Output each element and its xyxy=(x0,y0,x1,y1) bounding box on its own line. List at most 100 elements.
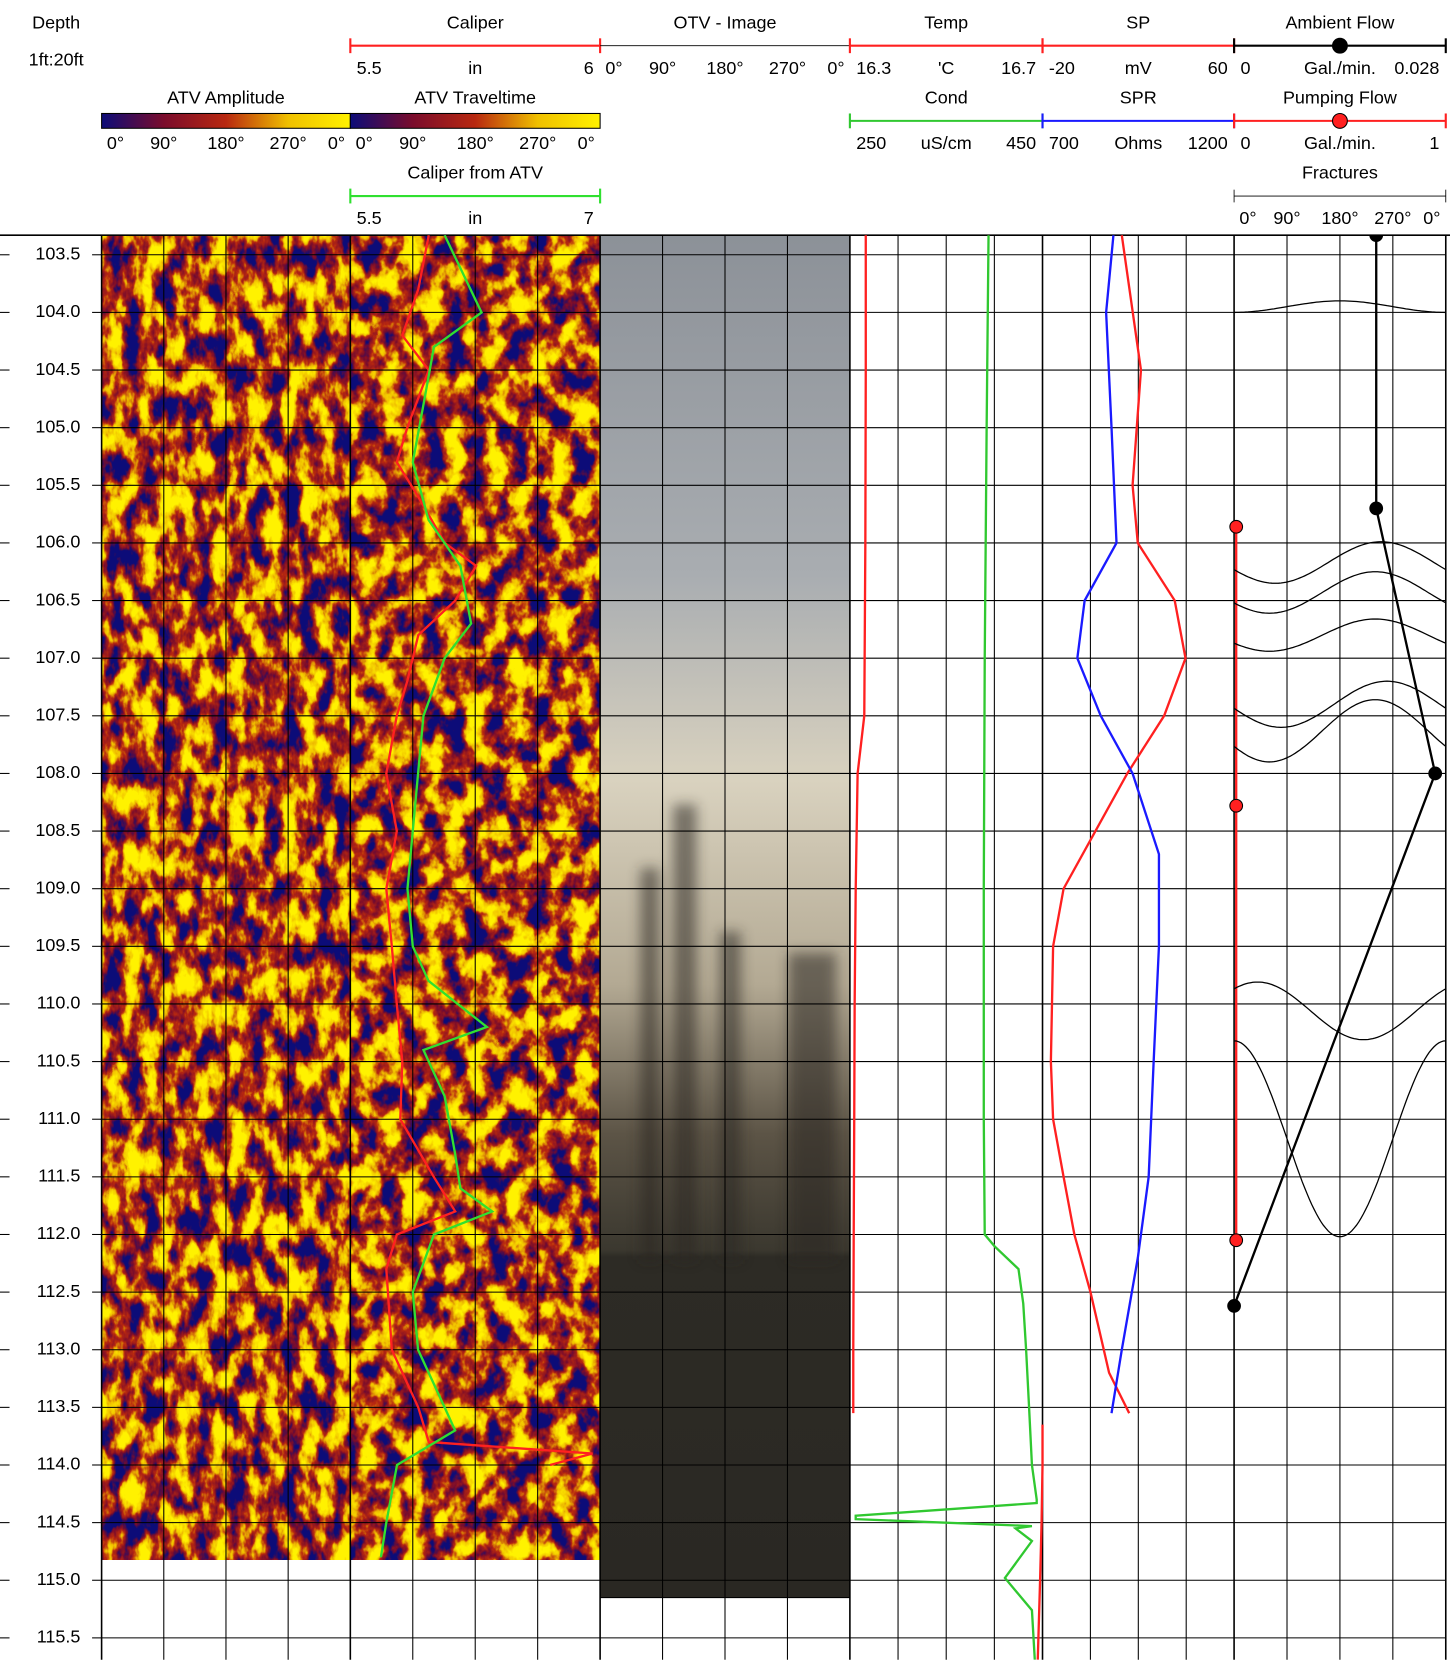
scale-unit: Gal./min. xyxy=(1304,133,1376,153)
scale-max: 60 xyxy=(1208,58,1228,78)
depth-label: 106.5 xyxy=(35,589,80,609)
fracture xyxy=(1233,571,1446,614)
curve-marker xyxy=(1229,519,1244,534)
depth-label: 106.0 xyxy=(35,532,80,552)
azimuth-label: 270° xyxy=(769,58,806,78)
depth-label: 104.0 xyxy=(35,301,80,321)
fracture xyxy=(1233,618,1446,652)
depth-label: 113.5 xyxy=(37,1396,81,1416)
scale-min: -20 xyxy=(1049,58,1075,78)
azimuth-label: 180° xyxy=(1321,208,1358,228)
depth-label: 107.0 xyxy=(35,647,80,667)
scale-min: 16.3 xyxy=(856,58,891,78)
scale-max: 1200 xyxy=(1188,133,1228,153)
fracture xyxy=(1234,1040,1446,1238)
azimuth-label: 180° xyxy=(706,58,743,78)
curve-title: Caliper from ATV xyxy=(407,163,543,183)
curve-title: Caliper xyxy=(447,12,504,32)
depth-label: 103.5 xyxy=(35,244,80,264)
header-layer: Depth1ft:20ft103.5104.0104.5105.0105.510… xyxy=(29,12,1447,1647)
depth-label: 104.5 xyxy=(35,359,80,379)
depth-label: 111.5 xyxy=(38,1166,80,1186)
curve xyxy=(1049,235,1187,1414)
scale-unit: in xyxy=(468,58,482,78)
scale-unit: Ohms xyxy=(1114,133,1162,153)
fracture xyxy=(1233,699,1446,763)
azimuth-label: 0° xyxy=(578,133,595,153)
depth-label: 108.0 xyxy=(35,762,80,782)
legend-marker xyxy=(1331,37,1348,54)
colorbar xyxy=(101,112,351,129)
azimuth-label: 0° xyxy=(1239,208,1256,228)
depth-label: 105.0 xyxy=(35,416,80,436)
scale-unit: Gal./min. xyxy=(1304,58,1376,78)
scale-min: 700 xyxy=(1049,133,1079,153)
scale-min: 5.5 xyxy=(357,208,382,228)
curve xyxy=(385,235,593,1467)
curve xyxy=(379,235,495,1558)
fracture xyxy=(1234,300,1446,314)
scale-max: 7 xyxy=(584,208,594,228)
azimuth-label: 270° xyxy=(1374,208,1411,228)
curve-title: SP xyxy=(1126,12,1150,32)
depth-label: 110.0 xyxy=(37,993,81,1013)
azimuth-label: 90° xyxy=(399,133,426,153)
curve-marker xyxy=(1428,766,1443,781)
colorbar xyxy=(349,112,601,129)
azimuth-label: 0° xyxy=(107,133,124,153)
curve-title: Cond xyxy=(925,87,968,107)
curve xyxy=(854,235,1038,1660)
curve-marker xyxy=(1227,1299,1241,1313)
depth-label: 110.5 xyxy=(37,1050,81,1070)
scale-min: 250 xyxy=(856,133,886,153)
curve-layer xyxy=(379,235,1446,1660)
track-title: ATV Amplitude xyxy=(167,87,285,107)
scale-min: 0 xyxy=(1240,58,1250,78)
azimuth-label: 90° xyxy=(1273,208,1300,228)
depth-scale: 1ft:20ft xyxy=(29,49,84,69)
depth-label: 115.5 xyxy=(37,1627,81,1647)
fracture xyxy=(1233,541,1446,584)
depth-label: 114.5 xyxy=(37,1511,81,1531)
depth-label: 113.0 xyxy=(37,1338,81,1358)
curve-title: Pumping Flow xyxy=(1283,87,1398,107)
depth-label: 107.5 xyxy=(35,705,80,725)
azimuth-label: 180° xyxy=(207,133,244,153)
curve-title: Temp xyxy=(924,12,968,32)
depth-label: 105.5 xyxy=(35,474,80,494)
curve-title: Ambient Flow xyxy=(1285,12,1395,32)
depth-label: 112.5 xyxy=(37,1281,81,1301)
depth-label: 109.5 xyxy=(35,935,80,955)
curve xyxy=(1232,235,1437,1307)
scale-max: 450 xyxy=(1006,133,1036,153)
azimuth-label: 0° xyxy=(356,133,373,153)
azimuth-label: 0° xyxy=(328,133,345,153)
fracture xyxy=(1233,981,1446,1041)
depth-label: 112.0 xyxy=(37,1223,81,1243)
curve xyxy=(1076,235,1161,1414)
grid-layer xyxy=(0,234,1450,1660)
scale-max: 0.028 xyxy=(1394,58,1439,78)
depth-label: 114.0 xyxy=(37,1454,81,1474)
scale-unit: 'C xyxy=(938,58,954,78)
depth-label: 108.5 xyxy=(35,820,80,840)
track-title: OTV - Image xyxy=(674,12,777,32)
scale-max: 1 xyxy=(1429,133,1439,153)
fracture xyxy=(1233,680,1446,728)
curve-marker xyxy=(1369,235,1384,243)
legend-marker xyxy=(1331,112,1348,129)
azimuth-label: 90° xyxy=(649,58,676,78)
azimuth-label: 0° xyxy=(1423,208,1440,228)
curve-title: SPR xyxy=(1120,87,1157,107)
scale-min: 0 xyxy=(1240,133,1250,153)
azimuth-label: 0° xyxy=(827,58,844,78)
curve xyxy=(852,235,1044,1660)
azimuth-label: 270° xyxy=(519,133,556,153)
curve-marker xyxy=(1369,501,1384,516)
scale-max: 16.7 xyxy=(1001,58,1036,78)
curve-marker xyxy=(1229,1233,1244,1248)
track-title: ATV Traveltime xyxy=(414,87,536,107)
scale-unit: in xyxy=(468,208,482,228)
scale-max: 6 xyxy=(584,58,594,78)
